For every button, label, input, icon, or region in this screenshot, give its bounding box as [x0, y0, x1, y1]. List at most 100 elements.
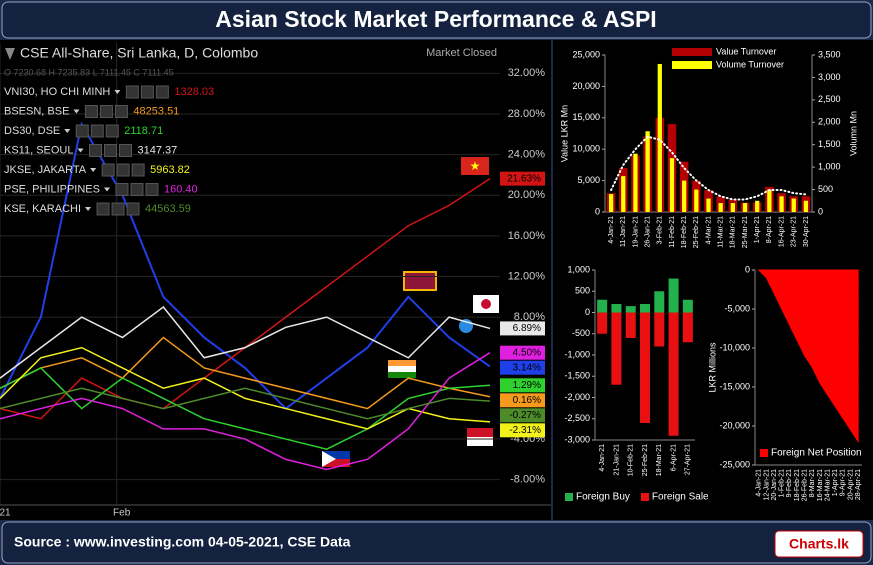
- x-tick-label: 25-Feb-21: [693, 216, 700, 248]
- legend-icon: [145, 183, 159, 196]
- y-tick-label: 16.00%: [508, 230, 546, 242]
- bar: [803, 200, 809, 212]
- x-tick-label: 25-Feb-21: [642, 444, 649, 476]
- legend-swatch: [565, 493, 573, 501]
- main-panel: [0, 40, 551, 520]
- bar: [633, 153, 638, 212]
- legend-value: 1328.03: [174, 86, 214, 98]
- flag-philippines: [322, 459, 350, 467]
- bar: [730, 203, 735, 212]
- legend-label: BSESN, BSE: [4, 105, 69, 117]
- flag-korea-symbol: [481, 299, 491, 309]
- x-tick-label: 16-Apr-21: [778, 216, 785, 247]
- y-tick-label: -500: [572, 328, 590, 338]
- bar: [611, 312, 622, 385]
- market-status: Market Closed: [426, 47, 497, 59]
- legend-label: Foreign Buy: [576, 492, 630, 503]
- x-tick-label: 20-Jan-21: [771, 469, 778, 501]
- legend-icon: [90, 124, 104, 138]
- y2-tick-label: 2,500: [818, 94, 841, 104]
- y-tick-label: 24.00%: [508, 148, 546, 160]
- legend-icon: [111, 202, 125, 216]
- y-tick-label: -15,000: [719, 381, 750, 391]
- index-line: [0, 305, 491, 379]
- legend-icon: [89, 144, 102, 157]
- legend-swatch: [672, 61, 712, 69]
- x-tick-label: 10-Feb-21: [628, 444, 635, 476]
- x-tick-label: 6-Apr-21: [670, 444, 677, 471]
- value-label-box: [500, 423, 545, 438]
- x-tick-label: 26-Jan-21: [644, 216, 651, 248]
- y-tick-label: 5,000: [577, 175, 600, 185]
- y-tick-label: 500: [575, 286, 590, 296]
- index-line: [0, 352, 491, 471]
- bar: [694, 189, 699, 212]
- legend-icon: [155, 85, 169, 99]
- legend-label: KSE, KARACHI: [4, 203, 81, 215]
- legend-swatch: [672, 48, 712, 56]
- legend-label: Foreign Sale: [652, 492, 709, 503]
- dropdown-icon: [5, 48, 15, 60]
- legend-dropdown: [90, 168, 97, 172]
- ohlc: O 7230.68 H 7235.83 L 7111.45 C 7111.45: [4, 67, 174, 77]
- y-tick-label: -5,000: [724, 303, 750, 313]
- y-tick-label: -25,000: [719, 459, 750, 469]
- legend-icon: [99, 105, 113, 118]
- legend-label: Foreign Net Position: [771, 448, 862, 459]
- legend-icon: [75, 124, 89, 138]
- bar: [718, 203, 723, 212]
- flag-vietnam: [461, 157, 489, 175]
- x-tick-label: 30-Apr-21: [803, 216, 810, 247]
- x-tick-label: 21-Jan-21: [613, 444, 620, 476]
- y-axis-label: Value LKR Mn: [559, 105, 569, 162]
- legend-value: 3147.37: [138, 144, 178, 156]
- x-tick-label: 11-Feb-21: [669, 216, 676, 248]
- y-tick-label: 28.00%: [508, 108, 546, 120]
- bar: [668, 278, 679, 313]
- legend-swatch: [760, 449, 768, 457]
- legend-dropdown: [85, 207, 92, 211]
- bar: [640, 312, 650, 423]
- bar: [682, 180, 687, 212]
- legend-icon: [125, 85, 139, 99]
- legend-icon: [119, 144, 132, 157]
- footer-bar: [1, 521, 872, 564]
- bar: [597, 299, 608, 313]
- legend-value: 48253.51: [133, 105, 179, 117]
- value-label: 4.50%: [513, 347, 541, 358]
- y-tick-label: -20,000: [719, 420, 750, 430]
- legend-icon: [104, 144, 117, 157]
- value-label: 1.29%: [513, 380, 541, 391]
- legend-value: 160.40: [164, 183, 198, 195]
- bar: [755, 200, 760, 212]
- x-tick-label: Feb: [113, 508, 131, 519]
- y-tick-label: -1,000: [564, 349, 590, 359]
- y2-axis-label: Volumn Mn: [848, 111, 858, 156]
- bar: [654, 312, 665, 347]
- x-tick-label: 11-Jan-21: [620, 216, 627, 247]
- y-tick-label: 8.00%: [514, 311, 545, 323]
- bar: [608, 194, 614, 212]
- y-tick-label: 32.00%: [508, 67, 546, 79]
- legend-icon: [140, 85, 154, 99]
- value-label: -0.27%: [509, 410, 541, 421]
- bar: [654, 291, 665, 313]
- bar: [669, 158, 675, 212]
- x-tick-label: 1-Apr-21: [832, 469, 839, 496]
- x-tick-label: 3-Feb-21: [657, 216, 664, 245]
- legend-icon: [130, 183, 144, 196]
- area: [757, 269, 859, 444]
- y-tick-label: -10,000: [719, 342, 750, 352]
- x-tick-label: 19-Jan-21: [632, 216, 639, 248]
- value-label-box: [500, 321, 545, 336]
- x-tick-label: 18-Feb-21: [794, 469, 801, 501]
- y-tick-label: 25,000: [572, 49, 600, 59]
- value-label: 21.63%: [507, 173, 541, 184]
- legend-label: VNI30, HO CHI MINH: [4, 86, 110, 98]
- y-tick-label: 12.00%: [508, 270, 546, 282]
- x-tick-label: 27-Apr-21: [685, 444, 692, 475]
- value-label: -2.31%: [509, 425, 541, 436]
- bar: [640, 304, 650, 313]
- y-tick-label: 10,000: [572, 144, 600, 154]
